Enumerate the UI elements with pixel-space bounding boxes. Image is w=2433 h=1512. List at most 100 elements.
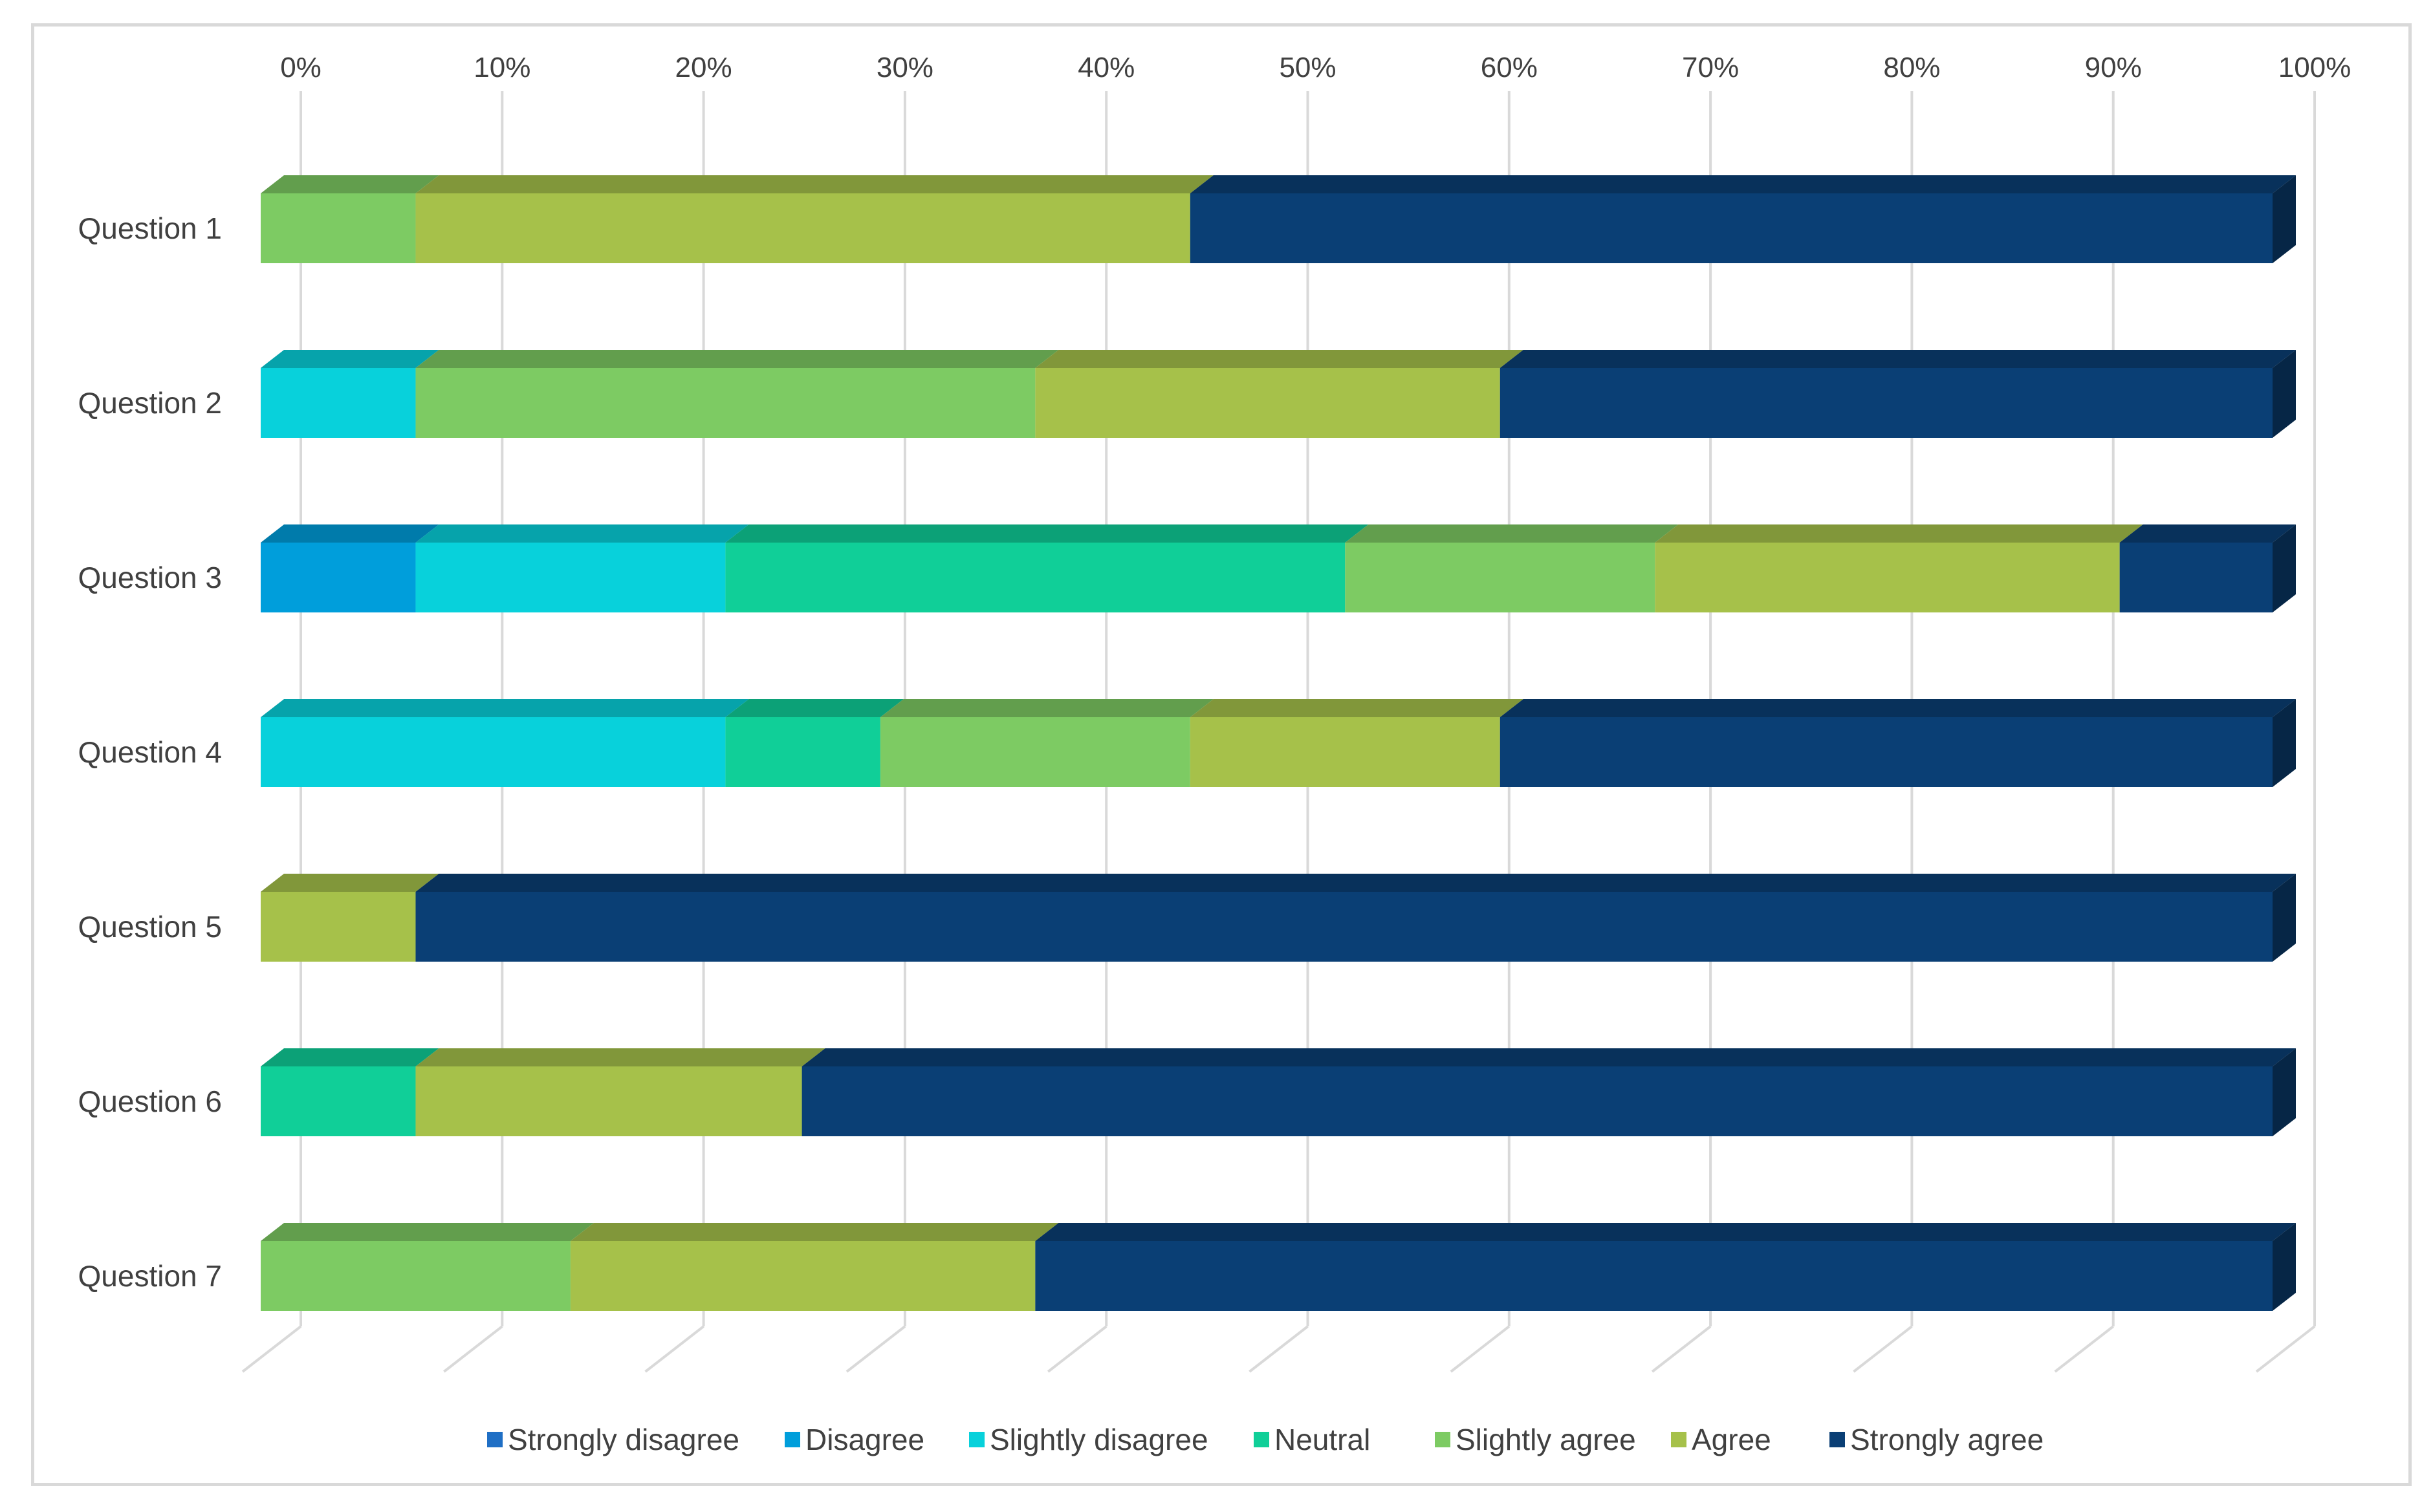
bar-segment <box>415 175 1214 263</box>
bar-segment <box>1190 699 1523 787</box>
x-tick-label: 20% <box>675 52 732 83</box>
legend-swatch <box>969 1432 985 1447</box>
x-tick-label: 100% <box>2278 52 2351 83</box>
bar-top-face <box>570 1223 1059 1241</box>
bar-top-face <box>415 175 1214 193</box>
floor-line <box>2255 1325 2316 1373</box>
bar-front-face <box>725 543 1346 612</box>
bar-segment <box>1500 350 2296 438</box>
legend-swatch <box>1435 1432 1450 1447</box>
legend-item: Slightly disagree <box>969 1423 1208 1456</box>
x-tick-label: 90% <box>2085 52 2142 83</box>
bar-top-face <box>1190 699 1523 717</box>
floor-line <box>1047 1325 1107 1373</box>
bar-side-face <box>2273 175 2296 263</box>
x-tick-label: 0% <box>280 52 322 83</box>
bar-segment <box>415 524 749 612</box>
bar-front-face <box>415 543 726 612</box>
bar-front-face <box>261 193 416 263</box>
bar-front-face <box>880 717 1190 787</box>
legend-item: Strongly disagree <box>487 1423 739 1456</box>
bar-top-face <box>1190 175 2296 193</box>
bar-top-face <box>725 524 1369 543</box>
legend-label: Neutral <box>1274 1423 1370 1456</box>
bar-segment <box>261 1048 439 1136</box>
bar-segment <box>261 350 439 438</box>
bar-top-face <box>261 699 749 717</box>
legend-swatch <box>1671 1432 1686 1447</box>
bar-segment <box>1035 350 1523 438</box>
bar-segment <box>880 699 1214 787</box>
x-tick-label: 70% <box>1682 52 1739 83</box>
x-tick-label: 80% <box>1883 52 1940 83</box>
legend-label: Disagree <box>805 1423 924 1456</box>
stacked-bar-chart: 0% 10% 20% 30% 40% 50% 60% 70% 80% 90% 100% Questi… <box>78 52 2351 1456</box>
bar-segment <box>261 699 749 787</box>
bar-top-face <box>415 350 1059 368</box>
bar-top-face <box>261 1223 594 1241</box>
category-label: Question 1 <box>78 211 222 245</box>
bar-top-face <box>415 874 2296 892</box>
floor-line <box>1249 1325 1309 1373</box>
chart-frame: 0% 10% 20% 30% 40% 50% 60% 70% 80% 90% 100% Questi… <box>31 23 2412 1486</box>
bar-segment <box>415 874 2296 962</box>
floor-line <box>241 1325 302 1373</box>
bar-top-face <box>880 699 1214 717</box>
bar-top-face <box>725 699 904 717</box>
bar-top-face <box>1500 350 2296 368</box>
legend-label: Slightly disagree <box>990 1423 1208 1456</box>
floor-line <box>1853 1325 1913 1373</box>
bar-front-face <box>415 1066 802 1136</box>
bar-front-face <box>570 1241 1036 1311</box>
legend-swatch <box>1254 1432 1269 1447</box>
bar-segment <box>1500 699 2296 787</box>
bar-segment <box>2119 524 2296 612</box>
bar-segment <box>261 874 439 962</box>
bar-side-face <box>2273 350 2296 438</box>
legend-label: Strongly agree <box>1850 1423 2044 1456</box>
bar-front-face <box>2119 543 2273 612</box>
bar-segment <box>802 1048 2297 1136</box>
bar-segment <box>415 350 1059 438</box>
legend-swatch <box>785 1432 800 1447</box>
bar-top-face <box>261 175 439 193</box>
bar-front-face <box>261 543 416 612</box>
bar-front-face <box>725 717 880 787</box>
bar-front-face <box>1500 368 2273 438</box>
bar-top-face <box>261 524 439 543</box>
legend-label: Strongly disagree <box>508 1423 739 1456</box>
legend-item: Disagree <box>785 1423 924 1456</box>
bar-segment <box>415 1048 825 1136</box>
category-label: Question 4 <box>78 735 222 769</box>
category-label: Question 2 <box>78 386 222 420</box>
legend-item: Strongly agree <box>1829 1423 2044 1456</box>
legend: Strongly disagree Disagree Slightly disagr… <box>487 1423 2044 1456</box>
bar-front-face <box>1655 543 2120 612</box>
bar-top-face <box>1655 524 2143 543</box>
bar-top-face <box>1500 699 2296 717</box>
bar-top-face <box>802 1048 2297 1066</box>
bar-side-face <box>2273 874 2296 962</box>
bar-front-face <box>1035 1241 2273 1311</box>
bar-top-face <box>1035 350 1523 368</box>
bar-front-face <box>1345 543 1655 612</box>
floor-line <box>2054 1325 2114 1373</box>
bar-segment <box>1655 524 2143 612</box>
x-axis-ticks: 0% 10% 20% 30% 40% 50% 60% 70% 80% 90% 100% <box>280 52 2351 83</box>
bar-segment <box>1345 524 1679 612</box>
bar-top-face <box>1345 524 1679 543</box>
legend-item: Agree <box>1671 1423 1771 1456</box>
bar-segment <box>725 524 1369 612</box>
bar-segment <box>570 1223 1059 1311</box>
legend-label: Agree <box>1692 1423 1771 1456</box>
bar-side-face <box>2273 699 2296 787</box>
bar-front-face <box>261 717 726 787</box>
bar-front-face <box>261 1241 571 1311</box>
category-label: Question 7 <box>78 1259 222 1293</box>
bar-front-face <box>415 368 1036 438</box>
bar-front-face <box>261 368 416 438</box>
bar-segment <box>261 175 439 263</box>
floor-line <box>1651 1325 1712 1373</box>
floor-line <box>1450 1325 1511 1373</box>
legend-swatch <box>487 1432 503 1447</box>
